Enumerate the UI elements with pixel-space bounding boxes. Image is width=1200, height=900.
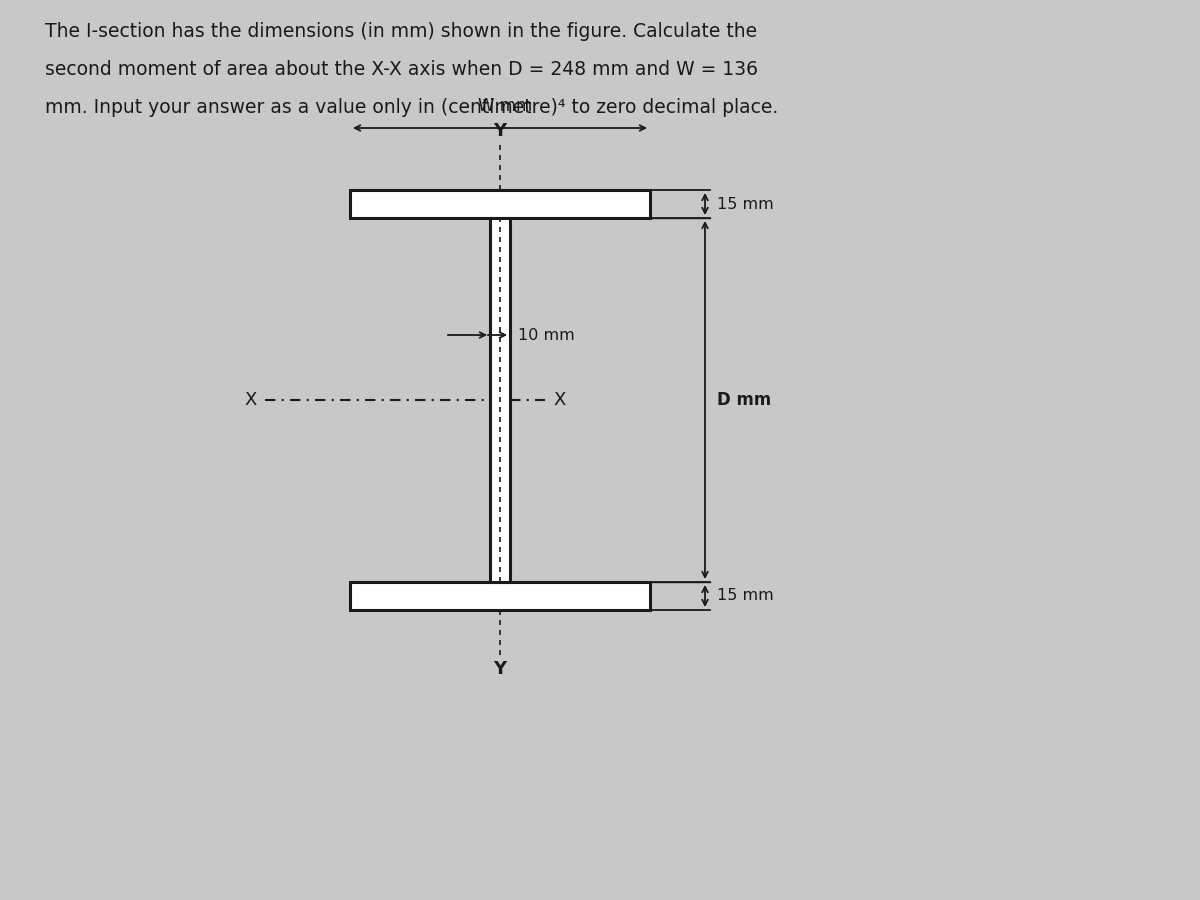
Text: 15 mm: 15 mm [718,589,774,604]
Text: second moment of area about the X-X axis when D = 248 mm and W = 136: second moment of area about the X-X axis… [46,60,758,79]
Text: mm. Input your answer as a value only in (centimetre)⁴ to zero decimal place.: mm. Input your answer as a value only in… [46,98,779,117]
Bar [350,582,650,610]
Text: D mm: D mm [718,391,772,409]
Text: X: X [553,391,565,409]
Bar [350,190,650,218]
Text: 10 mm: 10 mm [518,328,575,343]
Text: Y: Y [493,660,506,678]
Text: X: X [245,391,257,409]
Text: The I-section has the dimensions (in mm) shown in the figure. Calculate the: The I-section has the dimensions (in mm)… [46,22,757,41]
Bar [490,218,510,582]
Text: W mm: W mm [478,97,532,115]
Text: Y: Y [493,122,506,140]
Text: 15 mm: 15 mm [718,196,774,211]
